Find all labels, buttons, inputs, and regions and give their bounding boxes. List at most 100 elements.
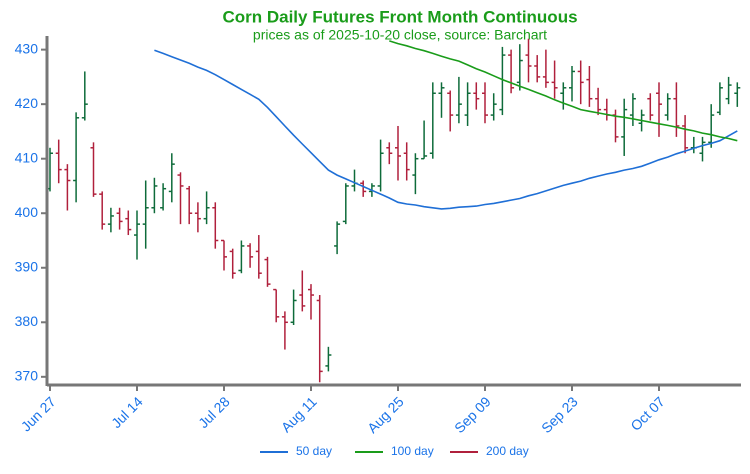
x-tick-label: Jul 14 [108, 393, 146, 431]
ohlc-bar [438, 82, 445, 118]
ohlc-bar [99, 191, 106, 230]
x-tick-label: Jun 27 [18, 393, 59, 434]
ohlc-bar [273, 288, 280, 323]
chart-title: Corn Daily Futures Front Month Continuou… [222, 7, 577, 26]
ohlc-bar [360, 180, 367, 197]
x-tick-label: Sep 23 [538, 393, 581, 436]
x-tick-label: Oct 07 [627, 393, 668, 434]
ohlc-bar [229, 248, 236, 279]
ohlc-bar [168, 153, 175, 203]
ohlc-bar [160, 183, 167, 211]
ohlc-bar [221, 239, 227, 271]
ohlc-bar [334, 221, 341, 255]
ohlc-bar [682, 115, 689, 154]
ohlc-bar [473, 82, 480, 110]
ohlc-bar [516, 44, 523, 91]
plot-area [47, 38, 741, 383]
ohlc-bar [412, 153, 419, 195]
ohlc-bar [90, 142, 97, 197]
ohlc-bar [403, 142, 410, 181]
ohlc-bar [490, 93, 497, 121]
ohlc-bar [508, 49, 515, 94]
ohlc-bar [499, 46, 506, 116]
ohlc-bar [708, 104, 715, 148]
y-tick-label: 420 [15, 95, 39, 111]
ohlc-bar [377, 139, 384, 192]
y-tick-label: 390 [15, 258, 39, 274]
ohlc-bar [464, 82, 471, 126]
ohlc-bar [447, 90, 454, 132]
ohlc-bar [151, 177, 158, 214]
ohlc-bar [716, 82, 723, 116]
ohlc-bar [238, 240, 245, 274]
ohlc-bar [203, 191, 210, 225]
ohlc-bar [299, 270, 306, 312]
ohlc-bar [725, 76, 732, 105]
x-tick-label: Sep 09 [451, 393, 494, 436]
ohlc-bar [699, 136, 706, 162]
y-tick-label: 370 [15, 368, 39, 384]
y-tick-label: 410 [15, 149, 39, 165]
ohlc-bar [664, 93, 671, 121]
ohlc-bar [534, 55, 541, 83]
ohlc-bar [621, 98, 628, 156]
ohlc-bar [421, 120, 428, 160]
ohlc-bar [247, 243, 254, 268]
x-tick-label: Aug 11 [278, 393, 320, 435]
ohlc-bar [186, 185, 193, 225]
ohlc-bar [316, 295, 323, 383]
ohlc-bar [429, 82, 436, 159]
ohlc-bar [212, 202, 219, 249]
ohlc-bar [542, 49, 549, 88]
ohlc-bar [81, 71, 88, 121]
ohlc-bar [134, 210, 140, 260]
y-tick-label: 400 [15, 204, 39, 220]
ma-line [389, 40, 738, 142]
ohlc-bar [647, 93, 654, 121]
ohlc-bar [577, 60, 584, 105]
ohlc-bar [560, 82, 567, 110]
ohlc-bar [673, 82, 680, 137]
x-tick-label: Jul 28 [195, 393, 233, 431]
ohlc-bar [73, 112, 80, 203]
legend-label: 100 day [391, 444, 434, 458]
ohlc-bar [325, 346, 332, 372]
ohlc-bar [125, 210, 132, 236]
ohlc-bar [569, 65, 575, 102]
ohlc-bar [194, 202, 201, 233]
ohlc-bar [455, 76, 462, 124]
ohlc-bar [55, 139, 62, 184]
ohlc-bar [603, 98, 610, 121]
legend-label: 50 day [296, 444, 332, 458]
ohlc-bar [386, 142, 393, 165]
ohlc-bar [177, 172, 184, 225]
ohlc-bar [342, 183, 349, 225]
ohlc-bar [142, 180, 149, 249]
x-tick-label: Aug 25 [364, 393, 407, 436]
ma-line [154, 49, 738, 210]
legend-label: 200 day [486, 444, 529, 458]
ohlc-bar [482, 82, 488, 124]
ohlc-bar [255, 235, 262, 279]
ohlc-bar [525, 38, 532, 83]
ohlc-bar [64, 164, 71, 211]
ohlc-bar [629, 93, 636, 126]
y-tick-label: 430 [15, 40, 39, 56]
ohlc-bar [281, 311, 288, 350]
chart-subtitle: prices as of 2025-10-20 close, source: B… [253, 27, 547, 43]
ohlc-bar [308, 284, 314, 320]
ohlc-bar [612, 109, 619, 143]
ohlc-bar [116, 207, 123, 230]
ohlc-bar [595, 87, 602, 116]
y-tick-label: 380 [15, 313, 39, 329]
ohlc-bar [395, 125, 401, 181]
ohlc-bar [351, 169, 358, 192]
ohlc-bar [734, 82, 741, 107]
ohlc-bar [551, 60, 558, 99]
ohlc-bar [586, 65, 593, 107]
ohlc-bar [656, 82, 662, 137]
ohlc-bar [290, 289, 297, 326]
ohlc-bar [690, 136, 697, 154]
ohlc-bar [107, 207, 114, 233]
